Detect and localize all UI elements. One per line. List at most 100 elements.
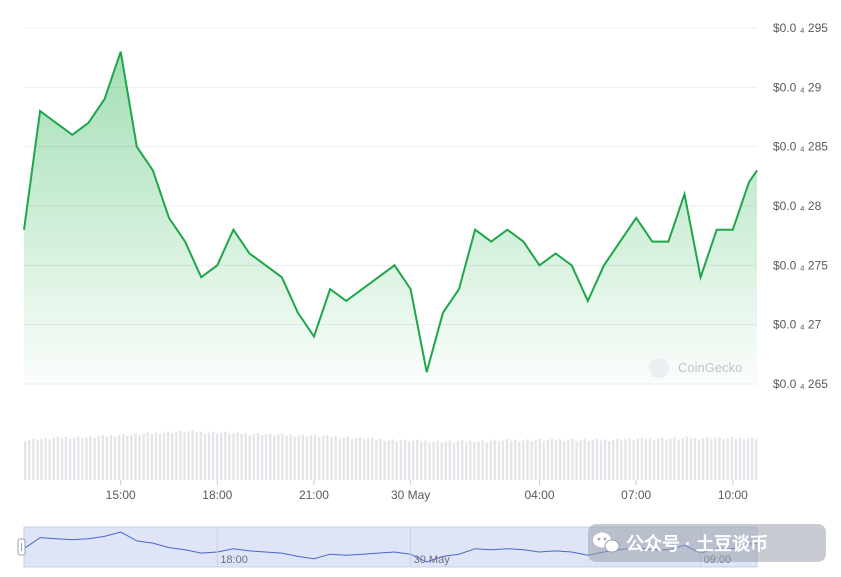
volume-bar [240, 434, 243, 480]
x-tick-label: 15:00 [106, 488, 136, 502]
volume-bar [399, 440, 403, 480]
volume-bar [358, 437, 362, 480]
volume-bar [505, 439, 509, 480]
volume-bar [608, 441, 611, 480]
volume-bar [730, 436, 733, 480]
volume-bar [297, 435, 300, 480]
volume-bar [387, 440, 390, 480]
volume-bar [326, 434, 329, 480]
volume-bar [432, 441, 435, 480]
volume-bar [73, 437, 76, 480]
volume-bar [693, 437, 697, 480]
watermark-text: CoinGecko [678, 360, 742, 375]
volume-bar [248, 435, 251, 480]
volume-bar [162, 432, 166, 480]
volume-bar [264, 434, 268, 480]
volume-bar [166, 431, 170, 480]
volume-bar [701, 438, 705, 480]
volume-bar [689, 438, 693, 480]
volume-bar [722, 439, 725, 480]
volume-bar [755, 439, 758, 480]
volume-bar [313, 434, 317, 480]
volume-bar [677, 439, 680, 480]
price-area [24, 51, 757, 384]
volume-bar [68, 438, 72, 480]
volume-bar [497, 441, 501, 480]
volume-bar [718, 437, 721, 480]
volume-bar [224, 431, 227, 480]
coingecko-watermark: CoinGecko [649, 358, 742, 378]
volume-bar [657, 438, 660, 480]
volume-bar [330, 437, 333, 480]
volume-bar [142, 433, 145, 480]
volume-bar [28, 440, 31, 480]
volume-bar [203, 433, 207, 480]
volume-bar [428, 442, 431, 480]
volume-bar [354, 438, 358, 480]
volume-bar [473, 442, 476, 480]
volume-bar [542, 441, 545, 480]
volume-bar [77, 436, 80, 480]
volume-bar [530, 441, 533, 480]
volume-bar [60, 438, 64, 480]
volume-bar [260, 435, 264, 480]
volume-bar [228, 433, 231, 480]
volume-bar [191, 430, 194, 480]
price-line [23, 51, 758, 373]
volume-bar [640, 437, 644, 480]
volume-bar [383, 441, 386, 480]
volume-bar [681, 438, 684, 480]
volume-bar [187, 431, 190, 480]
volume-bar [436, 440, 439, 480]
x-tick-label: 30 May [391, 488, 430, 502]
volume-bar [93, 437, 96, 480]
volume-bar [293, 436, 296, 480]
volume-bar [281, 433, 284, 480]
volume-bar [697, 439, 701, 480]
volume-bar [571, 439, 574, 480]
volume-bar [32, 438, 35, 480]
volume-bar [138, 434, 141, 480]
coingecko-logo-icon [649, 358, 669, 378]
volume-bar [628, 438, 631, 480]
volume-bar [746, 438, 750, 480]
volume-bar [367, 438, 370, 480]
volume-bar [52, 438, 55, 480]
volume-bar [64, 437, 68, 480]
volume-bar [146, 432, 149, 480]
volume-bar [636, 438, 639, 480]
volume-bar [318, 436, 321, 480]
volume-bar [652, 440, 656, 480]
volume-bar [489, 441, 492, 480]
volume-bar [40, 439, 43, 480]
volume-bar [305, 436, 309, 480]
volume-bar [379, 438, 382, 480]
volume-bar [620, 440, 623, 480]
volume-bar [522, 440, 525, 480]
volume-bar [220, 432, 223, 480]
volume-bar [559, 439, 562, 480]
navigator-left-handle[interactable] [17, 538, 26, 556]
volume-bar [363, 439, 366, 480]
volume-bar [673, 437, 676, 480]
volume-bar [563, 441, 566, 480]
volume-bar [101, 434, 104, 480]
volume-bar [444, 441, 447, 480]
volume-bar [738, 437, 742, 480]
volume-bar [117, 435, 121, 480]
volume-bar [603, 439, 607, 480]
volume-bar [215, 433, 219, 480]
volume-bar [252, 434, 256, 480]
volume-bar [685, 437, 688, 480]
volume-bar [706, 437, 709, 480]
volume-bar [199, 431, 202, 480]
volume-bar [375, 439, 378, 480]
volume-bar [407, 441, 411, 480]
volume-bar [710, 439, 713, 480]
volume-bar [97, 436, 100, 480]
volume-bar [113, 436, 117, 480]
volume-bar [624, 439, 627, 480]
volume-bar [595, 438, 599, 480]
volume-bar [338, 438, 341, 480]
